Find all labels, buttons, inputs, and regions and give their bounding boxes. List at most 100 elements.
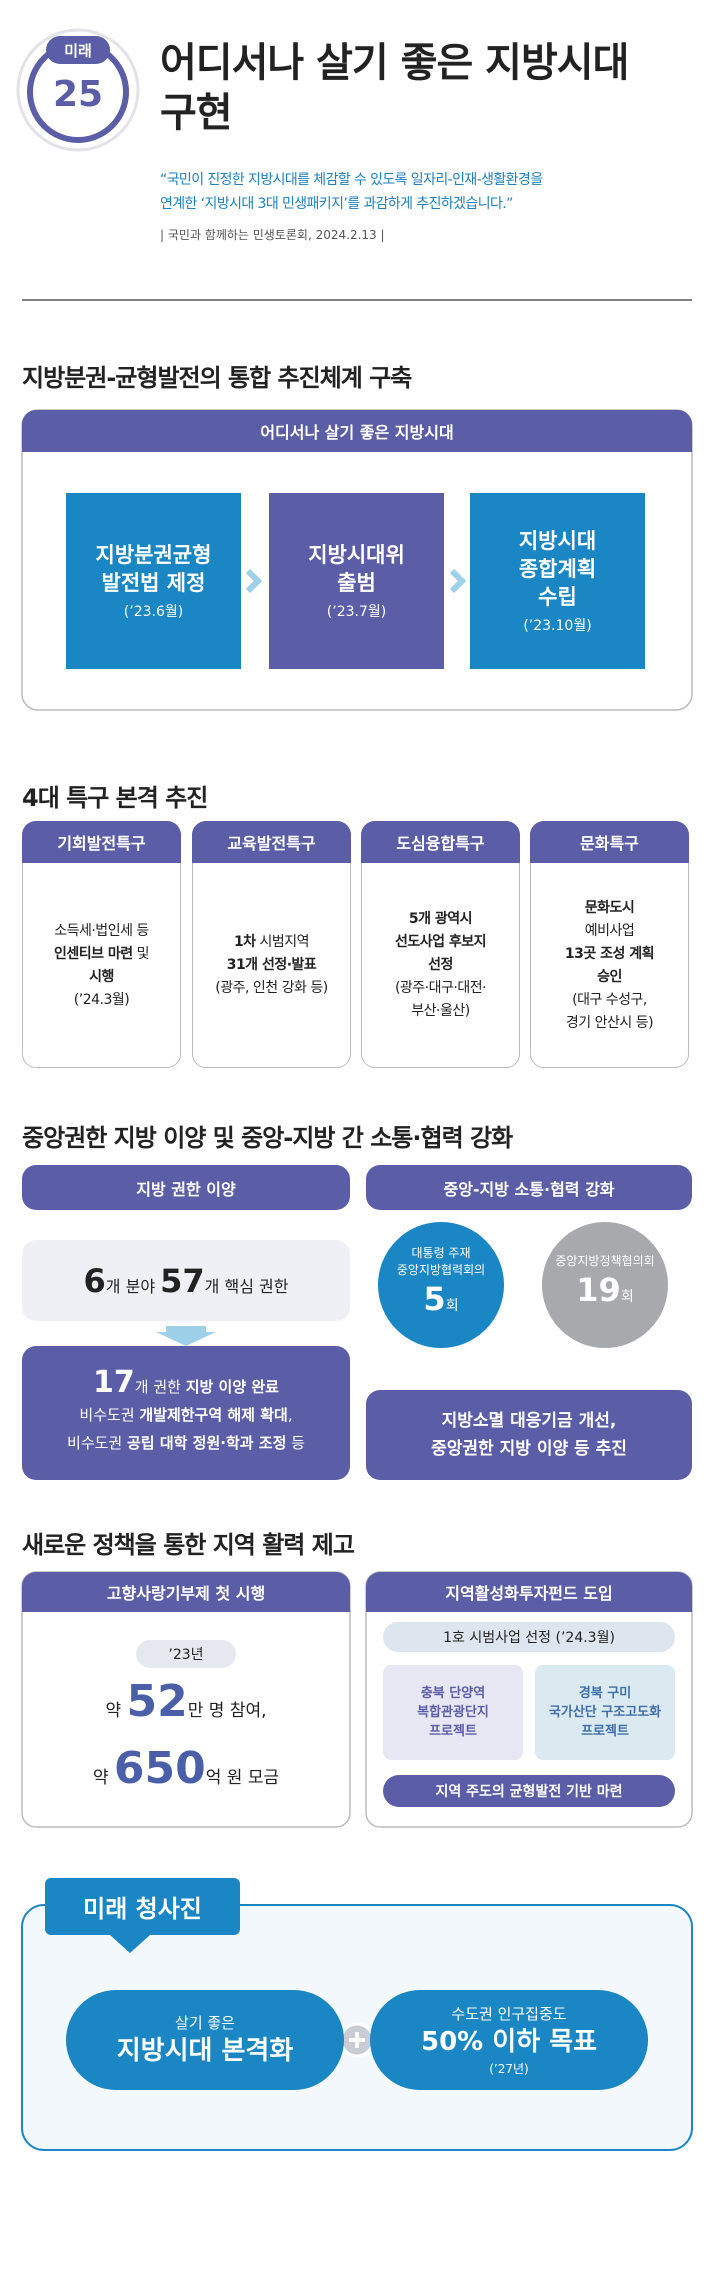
text-line: 31개 선정·발표 [227, 954, 317, 977]
year-pill: ’23년 [136, 1640, 236, 1668]
text-line: 수립 [538, 585, 577, 609]
source: | 국민과 함께하는 민생토론회, 2024.2.13 | [160, 228, 385, 242]
blueprint-tag: 미래 청사진 [45, 1878, 240, 1935]
panel-header: 지역활성화투자펀드 도입 [366, 1572, 692, 1612]
text-run: 개 권한 [134, 1378, 186, 1396]
goal: 수도권 인구집중도 50% 이하 목표 (’27년) [370, 1990, 648, 2090]
step-date: (’23.7월) [326, 604, 387, 620]
goal: 살기 좋은 지방시대 본격화 [66, 1990, 344, 2090]
text-line: 약 650억 원 모금 [93, 1740, 279, 1807]
goal-lead: 살기 좋은 [175, 2012, 235, 2033]
step-date: (’23.10월) [523, 618, 592, 634]
text-line: 부산·울산) [411, 1000, 470, 1023]
donation-stats: 약 52만 명 참여, 약 650억 원 모금 [22, 1676, 350, 1800]
goal-main: 50% 이하 목표 [420, 2027, 598, 2057]
text-line: 출범 [337, 571, 376, 595]
text-run: 경기 안산시 등) [565, 1014, 654, 1031]
number: 57 [160, 1261, 205, 1300]
text-run: 회 [445, 1297, 459, 1314]
text-line: 지방시대위 [308, 543, 405, 567]
text-run: 31개 선정·발표 [226, 957, 317, 973]
circle-label: 중앙지방정책협의회 [555, 1253, 654, 1270]
number: 19 [576, 1271, 621, 1309]
text-line: 비수도권 개발제한구역 해제 확대, [79, 1401, 292, 1429]
text-line: 13곳 조성 계획 [564, 943, 655, 966]
text-line: 어디서나 살기 좋은 지방시대 [160, 40, 629, 86]
text-line: 수도권 인구집중도 [451, 2005, 567, 2023]
text-run: 지방 이양 완료 [185, 1378, 279, 1396]
pill: 6개 분야 57개 핵심 권한 [22, 1240, 350, 1321]
text-run: 비수도권 [67, 1434, 127, 1452]
circle-count: 19회 [576, 1270, 633, 1317]
text-run: 비수도권 [79, 1406, 140, 1424]
text-line: 예비사업 [585, 920, 635, 943]
badge-label: 미래 [64, 41, 92, 60]
text-line: 소득세·법인세 등 [54, 920, 149, 943]
number: 650 [113, 1743, 206, 1794]
footer-pill: 지역 주도의 균형발전 기반 마련 [383, 1775, 675, 1807]
text-line: 1차 시범지역 [233, 931, 310, 954]
text-run: 인센티브 마련 [54, 945, 133, 962]
pill: 1호 시범사업 선정 (’24.3월) [383, 1622, 675, 1652]
text-line: 지방소멸 대응기금 개선, [441, 1411, 617, 1431]
text-line: 지방시대 [518, 529, 597, 553]
text-line: 경기 안산시 등) [565, 1012, 654, 1035]
text-run: , [287, 1406, 293, 1424]
text-line: 17개 권한 지방 이양 완료 [93, 1368, 279, 1401]
circle-label: 대통령 주재 중앙지방협력회의 [397, 1245, 485, 1279]
section-title: 4대 특구 본격 추진 [22, 784, 208, 812]
text-run: 만 명 참여, [187, 1701, 267, 1721]
quote: “국민이 진정한 지방시대를 체감할 수 있도록 일자리-인재-생활환경을 연계한… [160, 168, 543, 216]
text-line: 프로젝트 [581, 1724, 629, 1739]
text-run: 13곳 조성 계획 [564, 945, 655, 962]
text-line: 선정 [428, 954, 453, 977]
text-run: (대구 수성구, [572, 991, 647, 1008]
card-header: 기회발전특구 [22, 821, 181, 863]
card-header: 도심융합특구 [361, 821, 520, 863]
text-line: 중앙지방협력회의 [396, 1262, 486, 1277]
card-body: 문화도시 예비사업 13곳 조성 계획 승인 (대구 수성구, 경기 안산시 등) [530, 863, 689, 1068]
title: 어디서나 살기 좋은 지방시대 구현 [160, 38, 629, 138]
text-run: 1차 [233, 934, 256, 950]
text-run: (광주·대구·대전· [394, 980, 487, 996]
circle: 대통령 주재 중앙지방협력회의 5회 [375, 1219, 507, 1351]
text-run: 개 핵심 권한 [204, 1276, 289, 1296]
text-line: 국가산단 구조고도화 [548, 1705, 662, 1720]
text-line: 살기 좋은 [175, 2013, 235, 2032]
text-line: 경북 구미 [578, 1686, 632, 1701]
text-run: 회 [620, 1289, 634, 1305]
text-line: 충북 단양역 [420, 1686, 486, 1701]
text-line: 복합관광단지 [417, 1705, 489, 1720]
result-box: 지방소멸 대응기금 개선, 중앙권한 지방 이양 등 추진 [366, 1390, 692, 1480]
section-title: 지방분권-균형발전의 통합 추진체계 구축 [22, 364, 412, 392]
text-run: 및 [132, 945, 150, 962]
text-run: 개 분야 [105, 1276, 161, 1296]
text-run: 소득세·법인세 등 [54, 922, 149, 939]
text-line: (대구 수성구, [572, 989, 647, 1012]
text-run: (광주, 인천 강화 등) [215, 980, 328, 996]
number: 6 [83, 1261, 106, 1300]
badge-number: 25 [52, 73, 104, 115]
number: 17 [93, 1365, 135, 1400]
text-line: 지방분권균형 [95, 543, 212, 567]
panel-header: 중앙-지방 소통·협력 강화 [366, 1165, 692, 1210]
text-line: (광주, 인천 강화 등) [215, 977, 328, 1000]
text-line: 종합계획 [518, 557, 597, 581]
text-line: 문화도시 [585, 897, 635, 920]
text-line: 인센티브 마련 및 [54, 943, 150, 966]
text-run: 문화도시 [584, 899, 635, 916]
text-line: 프로젝트 [429, 1724, 477, 1739]
goal-note: (’27년) [489, 2062, 529, 2076]
panel-header: 고향사랑기부제 첫 시행 [22, 1572, 350, 1612]
text-line: 발전법 제정 [101, 571, 206, 595]
text-line: 시행 [89, 966, 114, 989]
text-line: (’24.3월) [74, 989, 130, 1012]
